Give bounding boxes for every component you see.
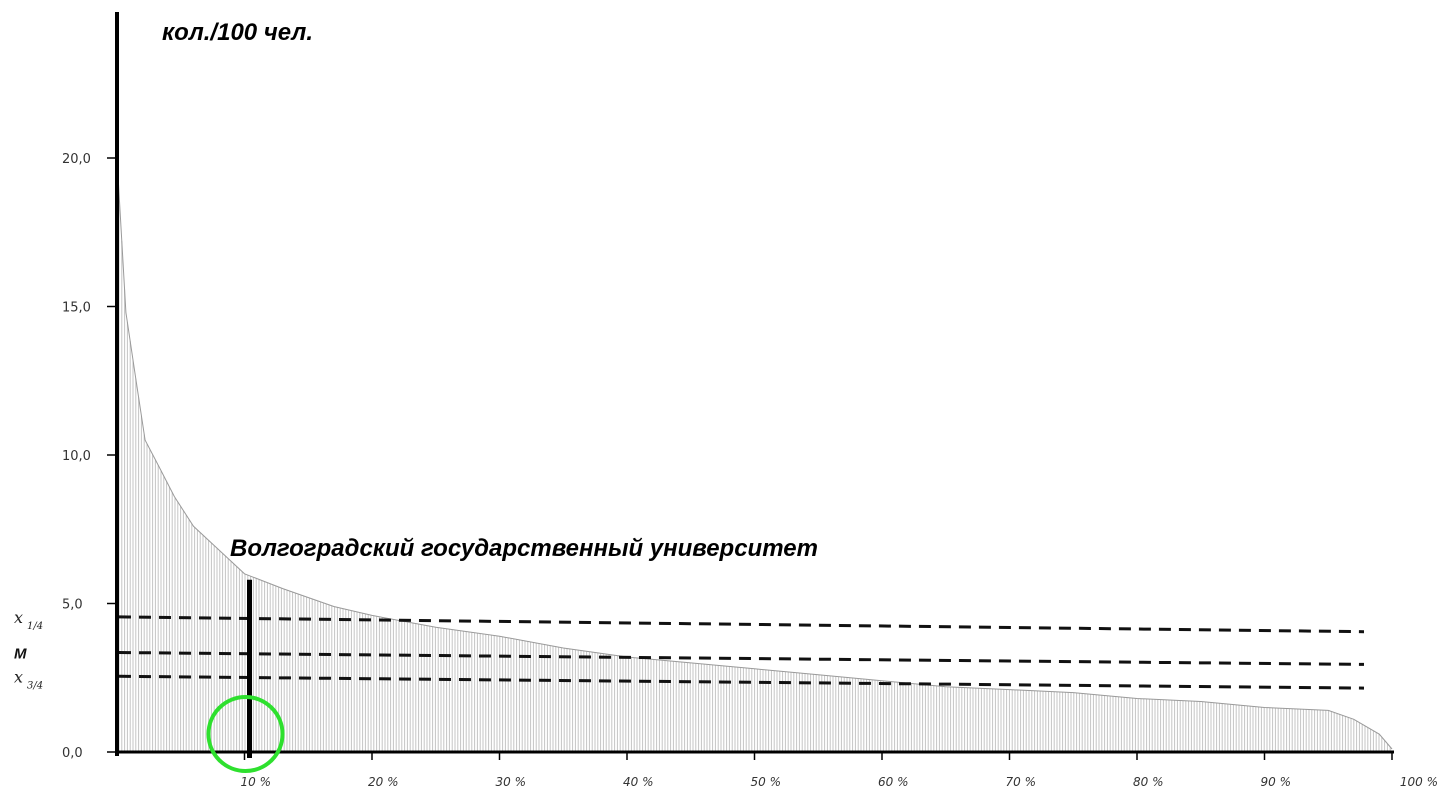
x-tick-label: 10 %: [241, 775, 272, 789]
x-tick-label: 40 %: [623, 775, 654, 789]
y-tick-label: 5,0: [62, 598, 83, 613]
x-tick-label: 70 %: [1006, 775, 1037, 789]
reference-line-label: M: [14, 646, 27, 663]
x-tick-label: 30 %: [496, 775, 527, 789]
highlight-label: Волгоградский государственный университе…: [230, 535, 818, 562]
y-axis-label: кол./100 чел.: [162, 19, 313, 46]
y-ticks: 0,0 5,0 10,0 15,0 20,0: [62, 152, 117, 761]
distribution-curve-outline: [116, 157, 1393, 750]
y-tick-label: 15,0: [62, 301, 91, 316]
x-tick-label: 60 %: [878, 775, 909, 789]
x-tick-label: 50 %: [751, 775, 782, 789]
y-tick-label: 0,0: [62, 746, 83, 761]
y-tick-label: 20,0: [62, 152, 91, 167]
reference-line: [118, 651, 1365, 666]
y-tick-label: 10,0: [62, 449, 91, 464]
x-tick-label: 80 %: [1133, 775, 1164, 789]
x-tick-label: 20 %: [368, 775, 399, 789]
x-ticks: 10 % 20 % 30 % 40 % 50 % 60 % 70 % 80 % 90 % 100 …: [241, 752, 1438, 789]
highlight-marker-circle: [206, 695, 285, 773]
reference-line: [118, 615, 1365, 634]
distribution-bars: [118, 192, 1391, 752]
reference-line: [118, 674, 1365, 690]
x-tick-label: 90 %: [1261, 775, 1292, 789]
x-tick-label: 100 %: [1400, 775, 1438, 789]
